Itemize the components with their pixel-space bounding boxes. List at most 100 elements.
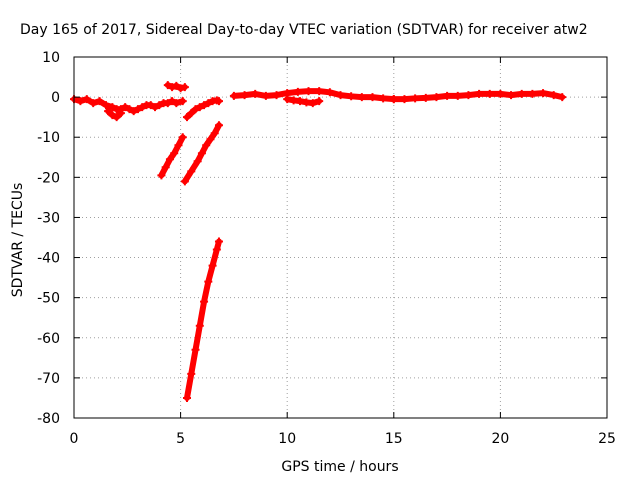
data-point [496, 89, 505, 98]
data-point [411, 94, 420, 103]
data-point [475, 89, 484, 98]
data-point [104, 107, 113, 116]
data-point [108, 111, 117, 120]
data-point [138, 103, 147, 112]
data-point [112, 113, 121, 122]
data-point [161, 163, 170, 172]
data-point [197, 149, 206, 158]
data-point [172, 99, 181, 108]
data-point [193, 157, 202, 166]
series-track-4 [157, 133, 187, 180]
data-point [95, 97, 104, 106]
data-point [368, 93, 377, 102]
data-point [200, 101, 209, 110]
data-point [163, 81, 172, 90]
data-point [125, 105, 134, 114]
data-point [379, 94, 388, 103]
series-track-3 [163, 81, 189, 93]
series-track-10 [389, 89, 567, 104]
x-tick-label: 5 [176, 431, 185, 447]
data-point [82, 95, 91, 104]
data-point [208, 261, 217, 270]
x-tick-label: 15 [385, 431, 403, 447]
y-tick-label: -50 [37, 291, 60, 307]
data-point [121, 103, 130, 112]
data-point [443, 91, 452, 100]
data-point [89, 99, 98, 108]
data-point [517, 89, 526, 98]
data-point [210, 129, 219, 138]
data-point [432, 93, 441, 102]
series-track-9 [283, 95, 324, 108]
x-axis-label: GPS time / hours [281, 459, 398, 475]
data-point [528, 89, 537, 98]
series-track-7 [182, 237, 223, 402]
data-point [170, 149, 179, 158]
series-track-5 [180, 121, 223, 186]
data-point [163, 99, 172, 108]
series-track-8 [229, 87, 398, 104]
data-point [558, 93, 567, 102]
y-tick-label: -60 [37, 331, 60, 347]
y-tick-label: -30 [37, 210, 60, 226]
y-tick-label: -10 [37, 130, 60, 146]
data-point [507, 91, 516, 100]
data-point [214, 121, 223, 130]
data-point [400, 95, 409, 104]
data-point [539, 89, 548, 98]
data-point [182, 113, 191, 122]
data-point [165, 155, 174, 164]
data-point [195, 103, 204, 112]
data-point [172, 81, 181, 90]
data-point [308, 99, 317, 108]
x-tick-label: 10 [278, 431, 296, 447]
data-point [251, 89, 260, 98]
data-point [180, 83, 189, 92]
plot-frame [73, 56, 608, 419]
x-tick-label: 25 [598, 431, 616, 447]
series-track-6 [182, 96, 223, 122]
data-point [187, 109, 196, 118]
data-point [272, 91, 281, 100]
data-point [389, 95, 398, 104]
series-trace [230, 88, 397, 103]
data-point [357, 93, 366, 102]
data-point [295, 97, 304, 106]
data-point [212, 245, 221, 254]
data-point [178, 97, 187, 106]
data-point [146, 101, 155, 110]
data-point [180, 177, 189, 186]
data-point [157, 171, 166, 180]
data-point [261, 91, 270, 100]
data-point [182, 393, 191, 402]
y-tick-label: -40 [37, 251, 60, 267]
y-tick-label: -20 [37, 170, 60, 186]
data-point [214, 237, 223, 246]
data-point [315, 87, 324, 96]
y-tick-label: 0 [51, 90, 60, 106]
data-point [191, 105, 200, 114]
ticks [73, 56, 608, 419]
data-point [178, 133, 187, 142]
x-tick-label: 0 [70, 431, 79, 447]
data-point [464, 91, 473, 100]
data-point [187, 167, 196, 176]
data-point [129, 107, 138, 116]
data-point [174, 141, 183, 150]
data-point [304, 87, 313, 96]
data-point [283, 95, 292, 104]
chart-title: Day 165 of 2017, Sidereal Day-to-day VTE… [20, 22, 588, 38]
data-point [200, 297, 209, 306]
series-trace [105, 108, 124, 121]
data-point [168, 97, 177, 106]
data-point [549, 91, 558, 100]
data-point [168, 83, 177, 92]
series-layer [70, 81, 567, 402]
data-point [187, 369, 196, 378]
data-point [336, 91, 345, 100]
y-tick-label: -80 [37, 411, 60, 427]
data-point [204, 277, 213, 286]
data-point [101, 101, 110, 110]
data-point [155, 101, 164, 110]
